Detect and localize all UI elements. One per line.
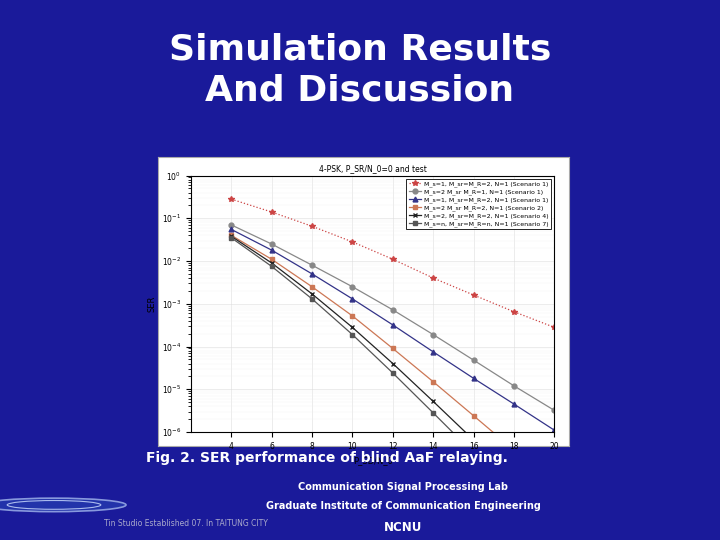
M_s=n, M_sr=M_R=n, N=1 (Scenario 7) xyxy=(348,332,356,338)
M_s=1, M_sr=M_R=2, N=1 (Scenario 1) xyxy=(429,349,438,355)
Line: M_s=n, M_sr=M_R=n, N=1 (Scenario 7): M_s=n, M_sr=M_R=n, N=1 (Scenario 7) xyxy=(229,235,557,536)
M_s=2, M_sr=M_R=2, N=1 (Scenario 4) xyxy=(510,475,518,482)
M_s=2 M_sr M_R=1, N=1 (Scenario 1) xyxy=(469,357,478,363)
Text: NCNU: NCNU xyxy=(384,521,423,535)
M_s=2, M_sr=M_R=2, N=1 (Scenario 4) xyxy=(307,291,316,297)
M_s=1, M_sr=M_R=2, N=1 (Scenario 1) xyxy=(469,292,478,298)
M_s=2, M_sr=M_R=2, N=1 (Scenario 4) xyxy=(348,324,356,330)
M_s=1, M_sr=M_R=2, N=1 (Scenario 1) xyxy=(510,308,518,315)
M_s=2 M_sr M_R=1, N=1 (Scenario 1) xyxy=(307,262,316,268)
M_s=2, M_sr=M_R=2, N=1 (Scenario 4) xyxy=(389,360,397,367)
Text: Graduate Institute of Communication Engineering: Graduate Institute of Communication Engi… xyxy=(266,501,541,511)
Text: Tin Studio Established 07. In TAITUNG CITY: Tin Studio Established 07. In TAITUNG CI… xyxy=(104,518,269,528)
M_s=n, M_sr=M_R=n, N=1 (Scenario 7) xyxy=(550,530,559,536)
M_s=1, M_sr=M_R=2, N=1 (Scenario 1) xyxy=(267,209,276,215)
M_s=2 M_sr M_R=1, N=1 (Scenario 1) xyxy=(348,284,356,290)
M_s=n, M_sr=M_R=n, N=1 (Scenario 7) xyxy=(227,234,235,241)
Text: Fig. 2. SER performance of blind AaF relaying.: Fig. 2. SER performance of blind AaF rel… xyxy=(146,451,508,464)
M_s=1, M_sr=M_R=2, N=1 (Scenario 1) xyxy=(429,275,438,281)
Line: M_s=1, M_sr=M_R=2, N=1 (Scenario 1): M_s=1, M_sr=M_R=2, N=1 (Scenario 1) xyxy=(229,227,557,433)
M_s=1, M_sr=M_R=2, N=1 (Scenario 1) xyxy=(307,271,316,277)
M_s=2 M_sr M_R=1, N=1 (Scenario 1) xyxy=(227,221,235,228)
M_s=n, M_sr=M_R=n, N=1 (Scenario 7) xyxy=(469,450,478,456)
M_s=1, M_sr=M_R=2, N=1 (Scenario 1) xyxy=(227,196,235,202)
Y-axis label: SER: SER xyxy=(147,295,156,312)
M_s=2 M_sr M_R=2, N=1 (Scenario 2) xyxy=(267,256,276,262)
M_s=n, M_sr=M_R=n, N=1 (Scenario 7) xyxy=(267,263,276,269)
Circle shape xyxy=(0,498,126,512)
M_s=1, M_sr=M_R=2, N=1 (Scenario 1) xyxy=(389,256,397,262)
M_s=2 M_sr M_R=2, N=1 (Scenario 2) xyxy=(227,232,235,239)
M_s=n, M_sr=M_R=n, N=1 (Scenario 7) xyxy=(389,370,397,376)
M_s=2 M_sr M_R=2, N=1 (Scenario 2) xyxy=(307,284,316,290)
M_s=2 M_sr M_R=1, N=1 (Scenario 1) xyxy=(429,332,438,338)
M_s=1, M_sr=M_R=2, N=1 (Scenario 1) xyxy=(389,322,397,328)
Title: 4-PSK, P_SR/N_0=0 and test: 4-PSK, P_SR/N_0=0 and test xyxy=(319,164,426,173)
M_s=2 M_sr M_R=1, N=1 (Scenario 1) xyxy=(389,307,397,313)
M_s=2, M_sr=M_R=2, N=1 (Scenario 4) xyxy=(267,260,276,266)
M_s=1, M_sr=M_R=2, N=1 (Scenario 1) xyxy=(267,247,276,253)
M_s=n, M_sr=M_R=n, N=1 (Scenario 7) xyxy=(510,490,518,496)
M_s=1, M_sr=M_R=2, N=1 (Scenario 1) xyxy=(348,295,356,302)
Text: Communication Signal Processing Lab: Communication Signal Processing Lab xyxy=(298,482,508,492)
Line: M_s=1, M_sr=M_R=2, N=1 (Scenario 1): M_s=1, M_sr=M_R=2, N=1 (Scenario 1) xyxy=(228,197,557,330)
Line: M_s=2 M_sr M_R=2, N=1 (Scenario 2): M_s=2 M_sr M_R=2, N=1 (Scenario 2) xyxy=(229,233,557,487)
X-axis label: P_SD/N_0: P_SD/N_0 xyxy=(353,456,392,465)
M_s=2 M_sr M_R=2, N=1 (Scenario 2) xyxy=(348,313,356,319)
M_s=1, M_sr=M_R=2, N=1 (Scenario 1) xyxy=(307,223,316,230)
M_s=2, M_sr=M_R=2, N=1 (Scenario 4) xyxy=(550,514,559,521)
M_s=2 M_sr M_R=2, N=1 (Scenario 2) xyxy=(429,379,438,385)
M_s=2 M_sr M_R=1, N=1 (Scenario 1) xyxy=(267,241,276,247)
Line: M_s=2 M_sr M_R=1, N=1 (Scenario 1): M_s=2 M_sr M_R=1, N=1 (Scenario 1) xyxy=(229,222,557,413)
Line: M_s=2, M_sr=M_R=2, N=1 (Scenario 4): M_s=2, M_sr=M_R=2, N=1 (Scenario 4) xyxy=(229,234,557,520)
M_s=2, M_sr=M_R=2, N=1 (Scenario 4) xyxy=(227,233,235,239)
M_s=2 M_sr M_R=1, N=1 (Scenario 1) xyxy=(550,407,559,414)
M_s=2, M_sr=M_R=2, N=1 (Scenario 4) xyxy=(469,437,478,443)
Legend: M_s=1, M_sr=M_R=2, N=1 (Scenario 1), M_s=2 M_sr M_R=1, N=1 (Scenario 1), M_s=1, : M_s=1, M_sr=M_R=2, N=1 (Scenario 1), M_s… xyxy=(406,179,552,230)
M_s=2 M_sr M_R=1, N=1 (Scenario 1) xyxy=(510,383,518,389)
M_s=n, M_sr=M_R=n, N=1 (Scenario 7) xyxy=(429,410,438,416)
M_s=2 M_sr M_R=2, N=1 (Scenario 2) xyxy=(469,413,478,419)
M_s=1, M_sr=M_R=2, N=1 (Scenario 1) xyxy=(550,427,559,434)
M_s=1, M_sr=M_R=2, N=1 (Scenario 1) xyxy=(510,401,518,407)
M_s=1, M_sr=M_R=2, N=1 (Scenario 1) xyxy=(550,324,559,330)
M_s=n, M_sr=M_R=n, N=1 (Scenario 7) xyxy=(307,295,316,302)
M_s=1, M_sr=M_R=2, N=1 (Scenario 1) xyxy=(469,375,478,382)
M_s=2, M_sr=M_R=2, N=1 (Scenario 4) xyxy=(429,398,438,404)
M_s=1, M_sr=M_R=2, N=1 (Scenario 1) xyxy=(227,226,235,233)
M_s=2 M_sr M_R=2, N=1 (Scenario 2) xyxy=(550,481,559,488)
M_s=2 M_sr M_R=2, N=1 (Scenario 2) xyxy=(389,345,397,352)
Text: Simulation Results
And Discussion: Simulation Results And Discussion xyxy=(168,32,552,107)
M_s=2 M_sr M_R=2, N=1 (Scenario 2) xyxy=(510,447,518,453)
M_s=1, M_sr=M_R=2, N=1 (Scenario 1) xyxy=(348,239,356,245)
